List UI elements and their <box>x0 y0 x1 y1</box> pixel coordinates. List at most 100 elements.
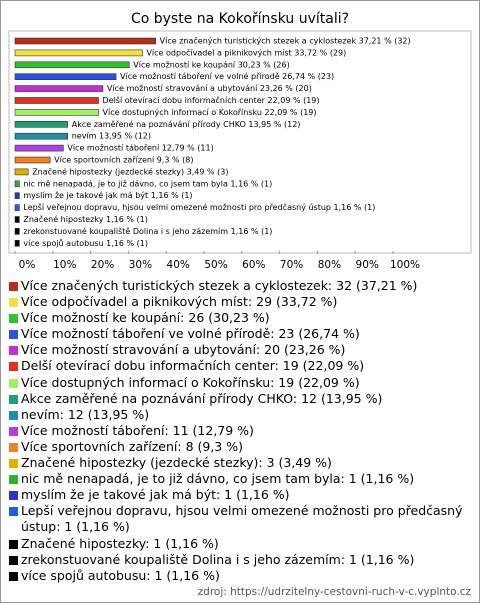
legend-swatch <box>9 442 18 452</box>
bar <box>14 144 64 152</box>
legend-label: více spojů autobusu: 1 (1,16 %) <box>21 567 220 583</box>
legend-label: Značené hipostezky: 1 (1,16 %) <box>21 535 219 551</box>
legend-label: Více sportovních zařízení: 8 (9,3 %) <box>21 438 243 454</box>
legend-label: nic mě nenapadá, je to již dávno, co jse… <box>21 471 415 487</box>
legend-label: Více možností stravování a ubytování: 20… <box>21 342 346 358</box>
bar-label: Více dostupných informací o Kokořínsku 2… <box>103 108 317 117</box>
bar-label: Více sportovních zařízení 9,3 % (8) <box>54 156 193 165</box>
legend-item: Více možností táboření ve volné přírodě:… <box>7 326 469 342</box>
legend-item: Značené hipostezky (jezdecké stezky): 3 … <box>7 455 469 471</box>
bar <box>14 216 20 223</box>
legend-item: více spojů autobusu: 1 (1,16 %) <box>7 568 469 584</box>
bar-label: Značené hipostezky (jezdecké stezky) 3,4… <box>32 166 228 176</box>
legend-swatch <box>9 378 18 388</box>
bar-label: Delší otevírací dobu informačních center… <box>103 95 320 105</box>
bar <box>14 37 156 45</box>
legend-item: myslím že je takové jak má být: 1 (1,16 … <box>7 487 469 503</box>
legend-swatch <box>9 346 18 356</box>
bar <box>14 85 104 92</box>
bar <box>14 156 51 164</box>
x-tick-label: 0% <box>19 259 36 271</box>
legend-swatch <box>9 507 18 517</box>
legend-swatch <box>9 459 18 469</box>
legend-label: Více možností ke koupání: 26 (30,23 %) <box>21 310 270 326</box>
legend-swatch <box>9 410 18 420</box>
legend: Více značených turistických stezek a cyk… <box>7 278 469 584</box>
x-tick-label: 40% <box>167 259 190 271</box>
legend-label: Značené hipostezky (jezdecké stezky): 3 … <box>21 455 332 471</box>
bar-label: Akce zaměřené na poznávání přírody CHKO … <box>72 119 301 129</box>
bar-label: Více možností stravování a ubytování 23,… <box>107 84 312 93</box>
legend-item: Delší otevírací dobu informačních center… <box>7 358 469 374</box>
legend-swatch <box>9 282 18 291</box>
bar <box>14 132 69 140</box>
legend-label: Delší otevírací dobu informačních center… <box>21 358 365 374</box>
legend-label: Více možností táboření ve volné přírodě:… <box>21 326 360 342</box>
legend-swatch <box>9 394 18 404</box>
legend-item: zrekonstuované koupaliště Dolina i s jeh… <box>7 552 469 568</box>
legend-label: zrekonstuované koupaliště Dolina i s jeh… <box>21 551 415 567</box>
bar <box>14 228 20 235</box>
bar-label: Více možností táboření ve volné přírodě … <box>120 71 334 81</box>
bar <box>14 240 20 247</box>
x-tick-label: 50% <box>204 259 227 271</box>
legend-item: Více možností stravování a ubytování: 20… <box>7 342 469 358</box>
x-tick-label: 10% <box>53 259 76 271</box>
bar-label: Více možností ke koupání 30,23 % (26) <box>133 60 289 69</box>
legend-swatch <box>9 314 18 324</box>
legend-swatch <box>9 571 18 581</box>
legend-label: Více možností táboření: 11 (12,79 %) <box>21 422 254 438</box>
legend-label: Lepší veřejnou dopravu, hjsou velmi omez… <box>21 503 463 535</box>
bar <box>14 61 130 69</box>
legend-item: nevím: 12 (13,95 %) <box>7 407 469 423</box>
legend-item: Více možností táboření: 11 (12,79 %) <box>7 423 469 439</box>
bar-label: více spojů autobusu 1,16 % (1) <box>23 238 148 248</box>
legend-item: Akce zaměřené na poznávání přírody CHKO:… <box>7 391 469 407</box>
bar <box>14 180 20 188</box>
legend-label: Více dostupných informací o Kokořínsku: … <box>21 374 360 390</box>
bar <box>14 192 20 199</box>
source: zdroj: https://udrzitelny-cestovni-ruch-… <box>197 586 471 598</box>
bar-label: Více značených turistických stezek a cyk… <box>160 36 411 46</box>
legend-label: nevím: 12 (13,95 %) <box>21 406 150 422</box>
bar-label: myslím že je takové jak má být 1,16 % (1… <box>23 190 192 200</box>
bar-label: nevím 13,95 % (12) <box>72 132 151 141</box>
legend-swatch <box>9 330 18 340</box>
legend-swatch <box>9 539 18 549</box>
bar-label: nic mě nenapadá, je to již dávno, co jse… <box>23 179 272 188</box>
bar <box>14 109 99 116</box>
legend-item: Více sportovních zařízení: 8 (9,3 %) <box>7 439 469 455</box>
bar-label: Více možností táboření 12,79 % (11) <box>67 144 213 153</box>
bar <box>14 73 117 80</box>
bar-label: Značené hipostezky 1,16 % (1) <box>23 214 147 224</box>
legend-swatch <box>9 426 18 436</box>
chart-title: Co byste na Kokořínsku uvítali? <box>131 11 349 27</box>
legend-item: Značené hipostezky: 1 (1,16 %) <box>7 536 469 552</box>
bar-label: zrekonstuované koupaliště Dolina i s jeh… <box>23 226 272 236</box>
legend-swatch <box>9 362 18 372</box>
legend-item: Více možností ke koupání: 26 (30,23 %) <box>7 310 469 326</box>
x-tick-label: 100% <box>390 259 420 271</box>
legend-swatch <box>9 555 18 565</box>
x-tick-label: 30% <box>129 259 152 271</box>
x-tick-label: 80% <box>318 259 341 271</box>
bar <box>14 121 69 128</box>
x-tick-label: 90% <box>356 259 379 271</box>
chart: Co byste na Kokořínsku uvítali? 0% 10% 20%… <box>8 11 472 271</box>
bar <box>14 204 20 211</box>
legend-swatch <box>9 475 18 485</box>
legend-label: Více odpočívadel a piknikových míst: 29 … <box>21 294 338 310</box>
legend-item: Lepší veřejnou dopravu, hjsou velmi omez… <box>7 503 469 535</box>
legend-item: nic mě nenapadá, je to již dávno, co jse… <box>7 471 469 487</box>
bar-label: Lepší veřejnou dopravu, hjsou velmi omez… <box>23 202 375 212</box>
x-tick-label: 70% <box>280 259 303 271</box>
legend-label: Akce zaměřené na poznávání přírody CHKO:… <box>21 390 383 406</box>
legend-item: Více značených turistických stezek a cyk… <box>7 278 469 294</box>
legend-item: Více odpočívadel a piknikových míst: 29 … <box>7 294 469 310</box>
legend-item: Více dostupných informací o Kokořínsku: … <box>7 375 469 391</box>
legend-swatch <box>9 298 18 308</box>
x-tick-label: 20% <box>91 259 114 271</box>
legend-label: Více značených turistických stezek a cyk… <box>21 278 418 293</box>
bar <box>14 168 29 176</box>
